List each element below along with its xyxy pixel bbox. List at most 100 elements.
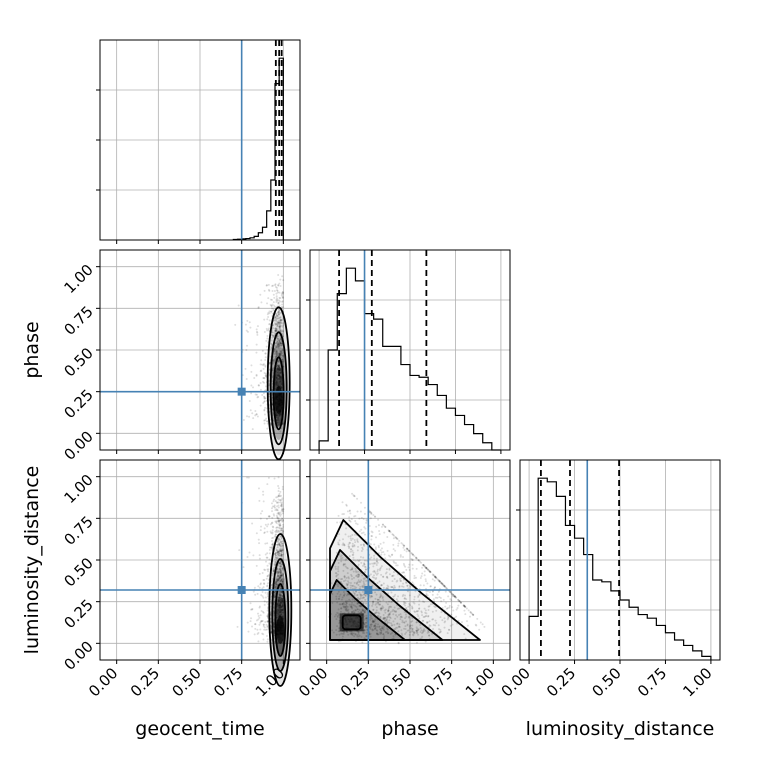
sample-point	[278, 310, 281, 313]
sample-point	[279, 351, 282, 354]
sample-point	[278, 363, 281, 366]
sample-point	[353, 515, 356, 518]
sample-point	[276, 344, 279, 347]
sample-point	[277, 345, 280, 348]
sample-point	[279, 382, 282, 385]
sample-point	[272, 284, 275, 287]
sample-point	[273, 477, 276, 480]
sample-point	[356, 510, 359, 513]
sample-point	[277, 374, 280, 377]
sample-point	[281, 303, 284, 306]
sample-point	[264, 569, 267, 572]
sample-point	[277, 378, 280, 381]
sample-point	[266, 525, 269, 528]
sample-point	[264, 356, 267, 359]
sample-point	[267, 328, 270, 331]
sample-point	[275, 314, 278, 317]
sample-point	[272, 367, 275, 370]
sample-point	[433, 586, 436, 589]
sample-point	[278, 372, 281, 375]
sample-point	[278, 323, 281, 326]
sample-point	[277, 342, 280, 345]
sample-point	[277, 317, 280, 320]
sample-point	[274, 355, 277, 358]
sample-point	[360, 516, 363, 519]
sample-point	[277, 343, 280, 346]
sample-point	[267, 523, 270, 526]
sample-point	[272, 367, 275, 370]
sample-point	[279, 352, 282, 355]
sample-point	[279, 316, 282, 319]
sample-point	[270, 304, 273, 307]
sample-point	[428, 590, 431, 593]
sample-point	[278, 377, 281, 380]
sample-point	[279, 376, 282, 379]
sample-point	[265, 284, 268, 287]
sample-point	[268, 310, 271, 313]
sample-point	[276, 413, 279, 416]
y-tick-label: 0.50	[60, 554, 96, 590]
sample-point	[478, 628, 481, 631]
sample-point	[391, 533, 394, 536]
sample-point	[439, 596, 442, 599]
sample-point	[272, 335, 275, 338]
sample-point	[279, 380, 282, 383]
sample-point	[419, 577, 422, 580]
sample-point	[255, 330, 258, 333]
sample-point	[281, 292, 284, 295]
sample-point	[423, 570, 426, 573]
sample-point	[281, 359, 284, 362]
sample-point	[275, 350, 278, 353]
sample-point	[277, 526, 280, 529]
sample-point	[267, 283, 270, 286]
sample-point	[281, 347, 284, 350]
sample-point	[423, 574, 426, 577]
sample-point	[266, 337, 269, 340]
sample-point	[274, 377, 277, 380]
sample-point	[268, 319, 271, 322]
sample-point	[391, 553, 394, 556]
sample-point	[277, 333, 280, 336]
sample-point	[275, 382, 278, 385]
sample-point	[262, 633, 265, 636]
sample-point	[282, 322, 285, 325]
sample-point	[278, 420, 281, 423]
sample-point	[260, 301, 263, 304]
sample-point	[275, 383, 278, 386]
sample-point	[275, 412, 278, 415]
sample-point	[275, 292, 278, 295]
sample-point	[281, 356, 284, 359]
x-tick-label: 0.00	[85, 664, 121, 700]
sample-point	[275, 365, 278, 368]
sample-point	[275, 314, 278, 317]
sample-point	[466, 624, 469, 627]
sample-point	[259, 404, 262, 407]
sample-point	[277, 312, 280, 315]
sample-point	[246, 476, 249, 479]
sample-point	[269, 303, 272, 306]
sample-point	[370, 538, 373, 541]
sample-point	[429, 585, 432, 588]
sample-point	[280, 383, 283, 386]
sample-point	[248, 399, 251, 402]
sample-point	[278, 365, 281, 368]
sample-point	[276, 379, 279, 382]
sample-point	[276, 322, 279, 325]
sample-point	[274, 305, 277, 308]
sample-point	[271, 326, 274, 329]
sample-point	[268, 515, 271, 518]
sample-point	[280, 376, 283, 379]
x-tick-label: 0.00	[498, 664, 534, 700]
sample-point	[359, 510, 362, 513]
sample-point	[278, 372, 281, 375]
sample-point	[280, 324, 283, 327]
sample-point	[278, 414, 281, 417]
sample-point	[278, 342, 281, 345]
sample-point	[277, 378, 280, 381]
sample-point	[350, 518, 353, 521]
sample-point	[277, 384, 280, 387]
sample-point	[388, 529, 391, 532]
x-tick-label: 0.50	[588, 664, 624, 700]
sample-point	[278, 368, 281, 371]
sample-point	[279, 319, 282, 322]
